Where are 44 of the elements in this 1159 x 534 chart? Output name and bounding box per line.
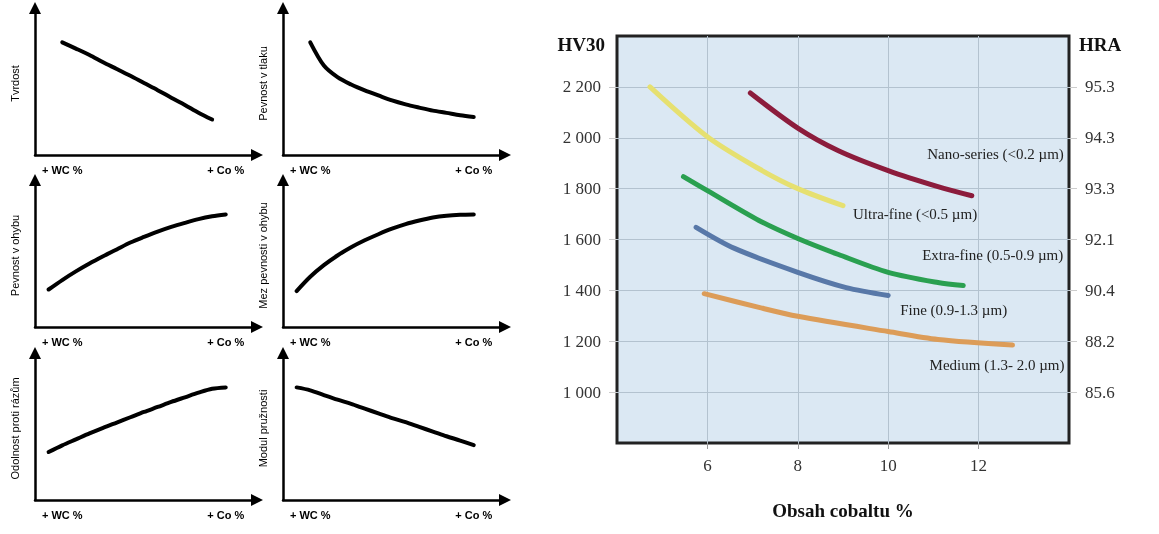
category-label: 93.3 — [1085, 179, 1115, 199]
x-tick-label: + WC % — [41, 163, 83, 176]
series-label: Ultra-fine (<0.5 µm) — [853, 205, 978, 223]
y-tick-label: 1 800 — [562, 179, 601, 199]
y-axis-title: Pevnost v ohybu — [8, 214, 21, 297]
x-tick-label: 12 — [970, 456, 988, 475]
x-tick-label: + WC % — [289, 508, 331, 521]
y2-axis-title: HRA — [1079, 34, 1122, 55]
x-tick-label: + Co % — [455, 163, 493, 176]
category-label: 88.2 — [1085, 331, 1115, 351]
y-tick-label: 1 200 — [562, 331, 601, 351]
y-axis-title: HV30 — [557, 34, 605, 55]
y-tick-label: 1 600 — [562, 230, 601, 249]
category-label: 90.4 — [1085, 280, 1115, 300]
x-tick-label: + WC % — [289, 163, 331, 176]
x-tick-label: 6 — [703, 456, 712, 475]
x-tick-label: 10 — [879, 456, 897, 475]
x-tick-label: + Co % — [207, 335, 245, 348]
y-axis-title: Mez pevnosti v ohybu — [256, 202, 269, 309]
category-label: 92.1 — [1085, 230, 1115, 249]
series-label: Extra-fine (0.5-0.9 µm) — [922, 246, 1064, 264]
y-tick-label: 2 000 — [562, 128, 601, 148]
x-tick-label: + WC % — [41, 335, 83, 348]
series-label: Nano-series (<0.2 µm) — [927, 145, 1064, 163]
series-label: Medium (1.3- 2.0 µm) — [929, 357, 1065, 375]
y-axis-title: Odolnost proti rázům — [8, 377, 21, 480]
category-label: 95.3 — [1085, 77, 1115, 97]
x-axis-title: Obsah cobaltu % — [772, 500, 914, 521]
y-tick-label: 1 000 — [562, 382, 601, 402]
y-axis-title: Tvrdost — [8, 65, 21, 102]
y-tick-label: 1 400 — [562, 280, 601, 300]
category-label: 85.6 — [1085, 382, 1115, 402]
x-tick-label: + Co % — [207, 163, 245, 176]
x-tick-label: + Co % — [207, 508, 245, 521]
x-tick-label: + WC % — [41, 508, 83, 521]
series-label: Fine (0.9-1.3 µm) — [900, 302, 1008, 320]
x-tick-label: + Co % — [455, 508, 493, 521]
x-tick-label: + Co % — [455, 335, 493, 348]
y-tick-label: 2 200 — [562, 77, 601, 97]
y-axis-title: Pevnost v tlaku — [256, 46, 269, 121]
category-label: 94.3 — [1085, 128, 1115, 148]
y-axis-title: Modul pružnosti — [256, 389, 269, 468]
x-tick-label: + WC % — [289, 335, 331, 348]
x-tick-label: 8 — [793, 456, 803, 475]
